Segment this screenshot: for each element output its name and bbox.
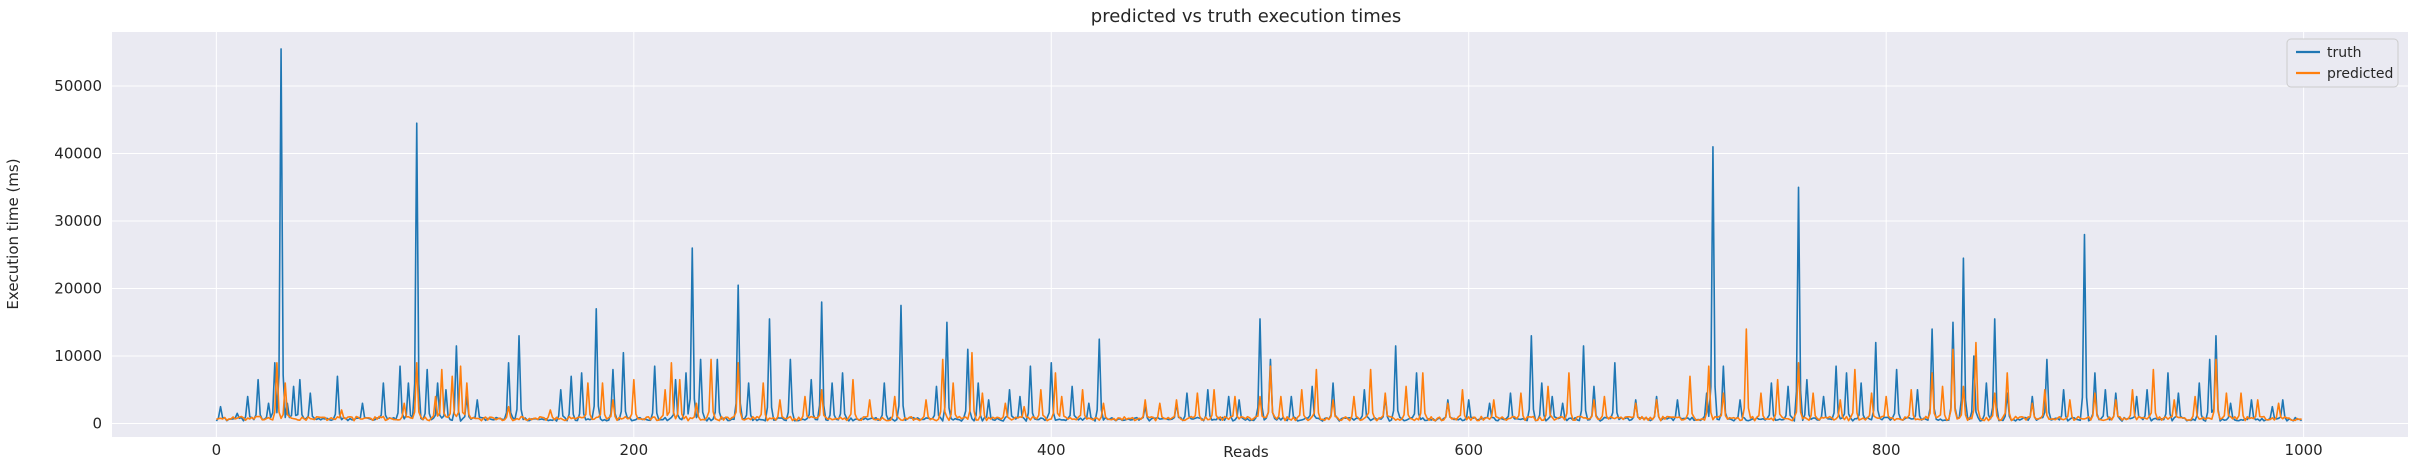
plot-background xyxy=(112,32,2408,437)
y-tick-label: 50000 xyxy=(54,77,102,95)
x-tick-labels: 0 200 400 600 800 1000 xyxy=(212,441,2323,459)
legend-truth-label: truth xyxy=(2327,45,2361,61)
x-tick-label: 600 xyxy=(1454,441,1483,459)
y-tick-label: 30000 xyxy=(54,212,102,230)
x-tick-label: 0 xyxy=(212,441,222,459)
x-tick-label: 400 xyxy=(1037,441,1066,459)
grid-lines xyxy=(112,32,2408,437)
x-axis-label: Reads xyxy=(1223,443,1269,461)
y-tick-label: 20000 xyxy=(54,280,102,298)
x-tick-label: 200 xyxy=(619,441,648,459)
legend-predicted-label: predicted xyxy=(2327,66,2393,82)
series-lines xyxy=(215,48,2303,422)
x-tick-label: 800 xyxy=(1872,441,1901,459)
y-tick-labels: 0 10000 20000 30000 40000 50000 xyxy=(54,77,102,433)
x-tick-label: 1000 xyxy=(2285,441,2323,459)
y-tick-label: 10000 xyxy=(54,347,102,365)
series-line-predicted xyxy=(216,328,2302,422)
y-axis-label: Execution time (ms) xyxy=(4,158,22,309)
legend: truth predicted xyxy=(2286,38,2399,88)
chart-title: predicted vs truth execution times xyxy=(1091,6,1401,27)
y-tick-label: 40000 xyxy=(54,145,102,163)
y-tick-label: 0 xyxy=(92,415,102,433)
